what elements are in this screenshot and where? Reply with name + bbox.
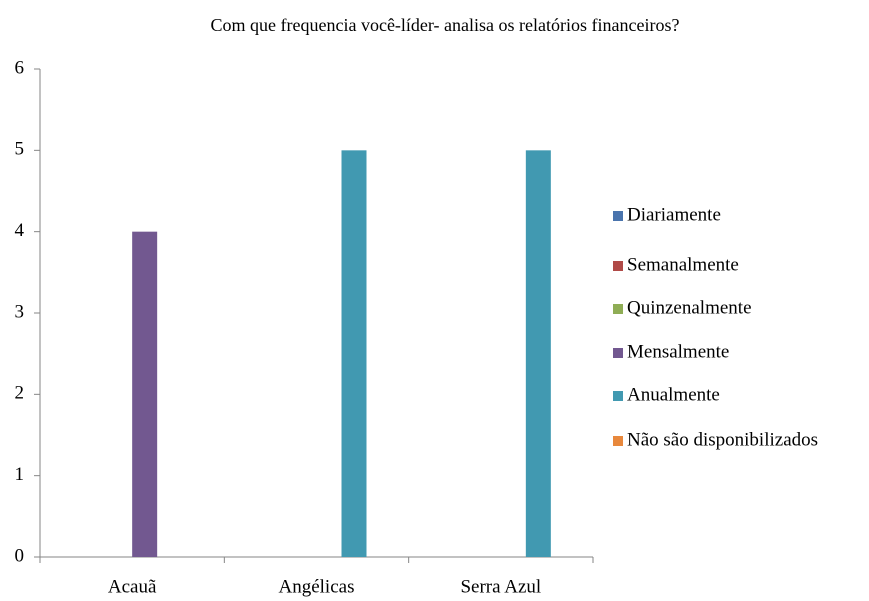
y-tick-label: 2 xyxy=(15,383,25,404)
x-tick-label: Acauã xyxy=(108,576,157,597)
y-tick-label: 6 xyxy=(15,57,25,78)
y-tick-label: 0 xyxy=(15,545,25,566)
y-tick-label: 3 xyxy=(15,301,25,322)
legend-swatch xyxy=(613,261,623,271)
legend-label: Não são disponibilizados xyxy=(627,429,818,450)
legend-label: Quinzenalmente xyxy=(627,297,752,318)
chart-title: Com que frequencia você-líder- analisa o… xyxy=(211,15,680,35)
x-tick-label: Serra Azul xyxy=(460,576,541,597)
legend-swatch xyxy=(613,304,623,314)
y-tick-label: 5 xyxy=(15,139,25,160)
y-tick-label: 1 xyxy=(15,464,25,485)
legend-label: Diariamente xyxy=(627,204,721,225)
bar xyxy=(341,150,367,558)
legend-label: Semanalmente xyxy=(627,254,739,275)
legend-swatch xyxy=(613,391,623,401)
bar xyxy=(525,150,551,558)
legend-swatch xyxy=(613,211,623,221)
legend-swatch xyxy=(613,436,623,446)
legend-label: Anualmente xyxy=(627,384,720,405)
legend-swatch xyxy=(613,348,623,358)
legend-label: Mensalmente xyxy=(627,341,729,362)
x-tick-label: Angélicas xyxy=(279,576,355,597)
y-tick-label: 4 xyxy=(15,220,25,241)
bar xyxy=(132,231,158,557)
